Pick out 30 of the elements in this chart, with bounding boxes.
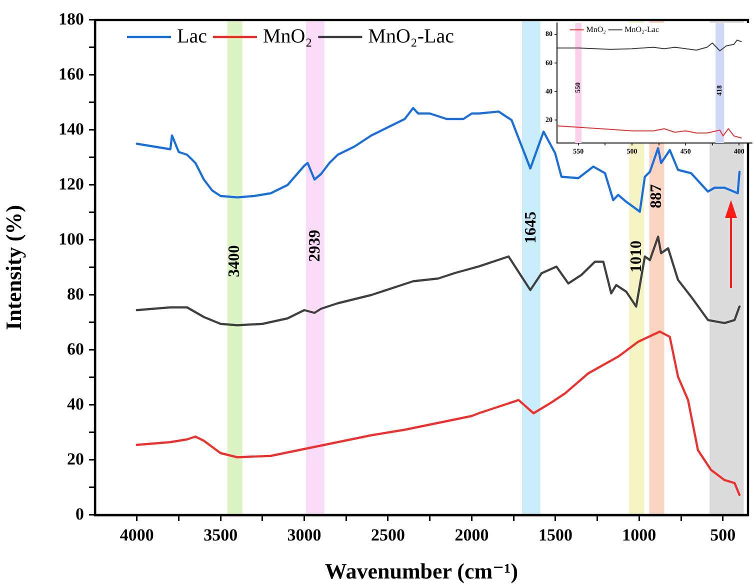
legend-label: MnO₂-Lac: [624, 24, 660, 34]
legend-label: MnO₂-Lac: [368, 25, 454, 48]
band-label: 887: [648, 184, 665, 208]
x-tick-label: 2000: [454, 526, 489, 545]
y-tick-label: 20: [66, 449, 84, 468]
band-label: 1010: [628, 240, 645, 273]
y-tick-label: 180: [58, 9, 84, 28]
x-tick-label: 1500: [538, 526, 572, 545]
x-tick-label: 3000: [287, 526, 322, 545]
y-tick-label: 160: [58, 64, 84, 84]
band-label: 1645: [522, 211, 540, 244]
y-tick-label: 0: [75, 504, 84, 524]
x-axis-title: Wavenumber (cm⁻¹): [324, 558, 518, 584]
legend-label: MnO₂: [586, 24, 606, 34]
y-tick-label: 100: [58, 229, 84, 248]
y-tick-label: 80: [66, 284, 84, 304]
band-label: 2939: [306, 230, 324, 262]
y-axis-title: Intensity (%): [0, 204, 26, 330]
legend-label: MnO₂: [262, 25, 312, 48]
x-tick-label: 1000: [622, 526, 656, 545]
x-tick-label: 3500: [204, 526, 238, 545]
x-tick-label: 4000: [120, 526, 154, 545]
legend-label: Lac: [177, 25, 208, 48]
x-tick-label: 500: [710, 526, 736, 545]
y-tick-label: 40: [66, 394, 84, 414]
y-tick-label: 120: [58, 174, 84, 194]
y-tick-label: 140: [58, 119, 84, 138]
y-tick-label: 60: [66, 339, 84, 358]
x-tick-label: 2500: [371, 526, 406, 545]
band-label: 3400: [226, 245, 243, 278]
